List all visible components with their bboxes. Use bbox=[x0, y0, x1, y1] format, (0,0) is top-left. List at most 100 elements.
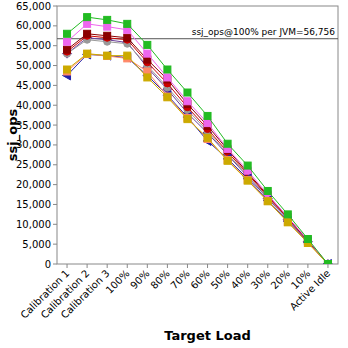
marker bbox=[84, 20, 91, 27]
marker bbox=[284, 211, 291, 218]
marker bbox=[224, 157, 231, 164]
marker bbox=[84, 50, 91, 57]
marker bbox=[224, 157, 231, 164]
marker bbox=[224, 140, 231, 147]
marker bbox=[324, 261, 331, 265]
marker bbox=[83, 50, 91, 59]
y-tick-label: 35,000 bbox=[16, 120, 51, 131]
marker bbox=[324, 261, 331, 265]
x-tick bbox=[287, 264, 288, 268]
series-line bbox=[67, 54, 328, 264]
x-tick bbox=[327, 264, 328, 268]
y-tick bbox=[53, 45, 57, 46]
y-tick bbox=[53, 204, 57, 205]
marker bbox=[244, 162, 251, 169]
x-tick bbox=[67, 264, 68, 268]
x-tick bbox=[187, 264, 188, 268]
marker bbox=[323, 260, 332, 265]
chart: 05,00010,00015,00020,00025,00030,00035,0… bbox=[0, 0, 348, 348]
x-tick-label: 30% bbox=[249, 268, 273, 292]
y-tick bbox=[53, 164, 57, 165]
marker bbox=[284, 219, 291, 226]
x-tick bbox=[267, 264, 268, 268]
marker bbox=[324, 261, 331, 265]
y-tick bbox=[53, 65, 57, 66]
y-tick bbox=[53, 25, 57, 26]
plot-frame bbox=[57, 6, 338, 264]
marker bbox=[104, 16, 111, 23]
series-line bbox=[67, 38, 328, 264]
y-tick-label: 0 bbox=[45, 259, 51, 270]
series-line bbox=[67, 36, 328, 264]
x-tick bbox=[247, 264, 248, 268]
marker bbox=[243, 174, 251, 183]
x-tick-label: Active Idle bbox=[288, 268, 333, 313]
marker bbox=[183, 113, 191, 122]
marker bbox=[204, 134, 211, 141]
y-tick bbox=[53, 105, 57, 106]
marker bbox=[264, 197, 271, 204]
x-tick bbox=[167, 264, 168, 268]
marker bbox=[264, 187, 271, 194]
y-tick-label: 60,000 bbox=[16, 20, 51, 31]
marker bbox=[84, 51, 91, 58]
y-tick-label: 50,000 bbox=[16, 60, 51, 71]
marker bbox=[64, 66, 71, 73]
x-tick bbox=[227, 264, 228, 268]
marker bbox=[164, 66, 171, 73]
marker bbox=[104, 52, 111, 59]
series-group bbox=[57, 14, 338, 264]
y-tick bbox=[53, 144, 57, 145]
x-axis-label: Target Load bbox=[164, 328, 251, 343]
y-tick-label: 25,000 bbox=[16, 159, 51, 170]
x-tick-label: 50% bbox=[209, 268, 233, 292]
x-tick-label: 60% bbox=[188, 268, 212, 292]
y-tick-label: 30,000 bbox=[16, 139, 51, 150]
y-tick-label: 40,000 bbox=[16, 100, 51, 111]
x-tick-label: Calibration 3 bbox=[59, 268, 112, 321]
marker bbox=[323, 260, 331, 265]
y-tick bbox=[53, 264, 57, 265]
marker bbox=[84, 30, 91, 37]
y-tick-label: 55,000 bbox=[16, 40, 51, 51]
marker bbox=[64, 30, 71, 37]
x-tick-label: 100% bbox=[104, 268, 132, 296]
marker bbox=[104, 23, 111, 30]
marker bbox=[144, 74, 151, 81]
y-tick bbox=[53, 125, 57, 126]
marker bbox=[204, 120, 211, 127]
marker bbox=[284, 218, 291, 225]
marker bbox=[324, 261, 331, 265]
x-tick bbox=[307, 264, 308, 268]
marker bbox=[164, 74, 171, 81]
marker bbox=[263, 196, 271, 205]
y-axis-label: ssj_ops bbox=[5, 109, 21, 162]
marker bbox=[144, 50, 151, 57]
marker bbox=[123, 53, 131, 62]
reference-label: ssj_ops@100% per JVM=56,756 bbox=[192, 27, 336, 37]
marker bbox=[103, 51, 111, 60]
marker bbox=[324, 261, 331, 265]
y-tick-label: 15,000 bbox=[16, 199, 51, 210]
y-tick-label: 5,000 bbox=[22, 239, 51, 250]
marker bbox=[124, 20, 131, 27]
series-line bbox=[67, 54, 328, 264]
marker bbox=[124, 34, 131, 41]
x-tick-label: 20% bbox=[269, 268, 293, 292]
marker bbox=[304, 235, 311, 242]
x-tick-label: 40% bbox=[229, 268, 253, 292]
x-tick bbox=[207, 264, 208, 268]
marker bbox=[264, 198, 271, 205]
marker bbox=[204, 112, 211, 119]
y-tick-label: 10,000 bbox=[16, 219, 51, 230]
y-tick bbox=[53, 224, 57, 225]
series-line bbox=[67, 17, 328, 264]
marker bbox=[124, 52, 131, 59]
marker bbox=[164, 94, 171, 101]
x-tick bbox=[147, 264, 148, 268]
marker bbox=[164, 93, 171, 100]
x-tick-label: 90% bbox=[128, 268, 152, 292]
marker bbox=[184, 116, 191, 123]
marker bbox=[244, 177, 251, 184]
x-tick bbox=[127, 264, 128, 268]
